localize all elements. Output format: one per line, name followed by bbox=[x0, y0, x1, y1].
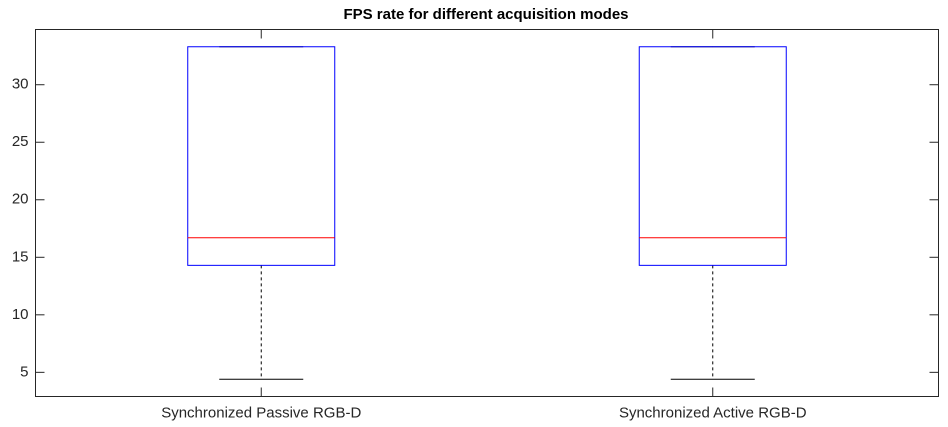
y-tick-label: 25 bbox=[12, 133, 29, 150]
y-tick-label: 30 bbox=[12, 76, 29, 93]
x-tick-label: Synchronized Active RGB-D bbox=[619, 404, 807, 421]
y-tick-label: 20 bbox=[12, 191, 29, 208]
plot-frame bbox=[35, 29, 939, 397]
y-tick-label: 10 bbox=[12, 306, 29, 323]
chart-title: FPS rate for different acquisition modes bbox=[343, 6, 628, 23]
box bbox=[638, 46, 787, 266]
y-tick-label: 5 bbox=[20, 363, 28, 380]
x-tick-label: Synchronized Passive RGB-D bbox=[161, 404, 361, 421]
box bbox=[187, 46, 336, 266]
y-tick-label: 15 bbox=[12, 248, 29, 265]
